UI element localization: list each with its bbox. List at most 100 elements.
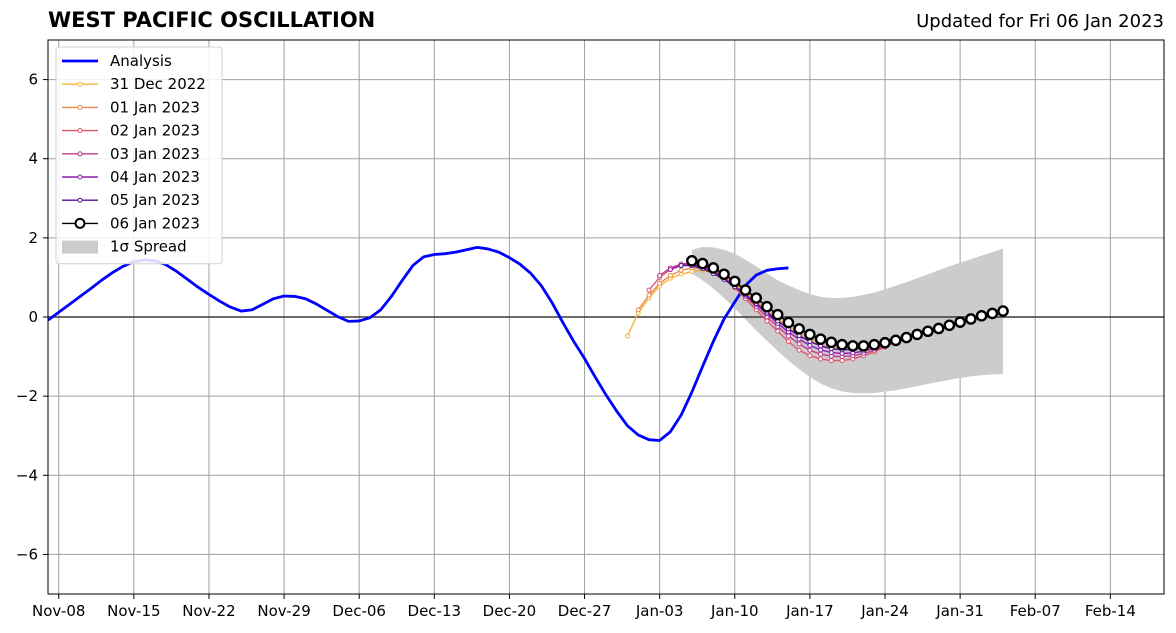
current-forecast-point bbox=[750, 292, 763, 304]
current-forecast-point bbox=[943, 319, 956, 332]
updated-date: Updated for Fri 06 Jan 2023 bbox=[916, 11, 1164, 32]
forecast-point bbox=[818, 347, 824, 353]
forecast-point bbox=[785, 333, 791, 339]
current-forecast-point bbox=[793, 323, 805, 335]
legend-box bbox=[55, 46, 223, 265]
spread-layer bbox=[691, 246, 1004, 394]
current-forecast-point bbox=[997, 305, 1009, 317]
current-forecast-point bbox=[889, 334, 902, 347]
x-tick-label: Nov-22 bbox=[182, 602, 235, 620]
current-forecast-point bbox=[922, 325, 934, 338]
forecast-point bbox=[646, 287, 652, 293]
legend-label: 02 Jan 2023 bbox=[110, 122, 200, 140]
x-tick-label: Nov-29 bbox=[257, 602, 310, 620]
x-tick-label: Jan-31 bbox=[935, 602, 984, 620]
forecast-point bbox=[678, 267, 684, 273]
current-forecast-point bbox=[771, 308, 784, 321]
current-forecast-point bbox=[932, 322, 945, 335]
forecast-point bbox=[764, 318, 770, 324]
forecast-point bbox=[807, 342, 813, 348]
current-forecast-point bbox=[718, 268, 730, 281]
x-tick-label: Nov-08 bbox=[32, 602, 85, 620]
forecast-point bbox=[635, 307, 641, 313]
y-tick-label: −6 bbox=[16, 545, 38, 563]
forecast-point bbox=[807, 353, 813, 359]
forecast-point bbox=[796, 347, 802, 353]
current-forecast-point bbox=[868, 338, 881, 351]
y-tick-label: −2 bbox=[16, 387, 38, 405]
current-forecast-point bbox=[986, 307, 999, 320]
current-forecast-point bbox=[728, 275, 741, 288]
legend-swatch-marker bbox=[77, 174, 83, 180]
forecast-point bbox=[818, 351, 824, 357]
x-tick-label: Dec-06 bbox=[332, 602, 386, 620]
current-forecast-point bbox=[847, 340, 859, 352]
forecast-point bbox=[646, 292, 652, 298]
forecast-point bbox=[667, 272, 673, 278]
forecast-point bbox=[678, 271, 684, 277]
forecast-point bbox=[657, 272, 663, 278]
forecast-point bbox=[839, 358, 845, 364]
legend-label: 31 Dec 2022 bbox=[110, 75, 206, 93]
legend-swatch-marker bbox=[74, 217, 86, 229]
current-forecast-point bbox=[965, 313, 977, 325]
y-tick-label: 4 bbox=[28, 150, 38, 168]
forecast-point bbox=[657, 280, 663, 286]
forecast-point bbox=[785, 339, 791, 345]
legend-swatch-marker bbox=[77, 151, 83, 157]
x-axis-ticks: Nov-08 Nov-15 Nov-22 Nov-29 Dec-06 Dec-13 Dec-… bbox=[32, 594, 1136, 620]
forecast-point bbox=[667, 267, 673, 273]
legend-swatch-marker bbox=[77, 104, 83, 110]
current-forecast-point bbox=[900, 331, 913, 344]
analysis-line bbox=[48, 245, 789, 442]
current-forecast-point bbox=[975, 310, 988, 322]
legend-label: 1σ Spread bbox=[110, 238, 187, 256]
legend-swatch-spread bbox=[62, 240, 98, 254]
forecast-point bbox=[678, 263, 684, 269]
spread-band bbox=[691, 246, 1004, 394]
current-forecast-point bbox=[857, 340, 870, 352]
x-tick-label: Feb-07 bbox=[1010, 602, 1061, 620]
legend-label: Analysis bbox=[110, 52, 172, 70]
current-forecast-point bbox=[814, 333, 827, 345]
current-forecast-point bbox=[739, 284, 752, 296]
x-tick-label: Dec-27 bbox=[558, 602, 612, 620]
forecast-point bbox=[796, 341, 802, 347]
legend-label: 05 Jan 2023 bbox=[110, 191, 200, 209]
y-tick-label: −4 bbox=[16, 466, 38, 484]
legend-label: 03 Jan 2023 bbox=[110, 145, 200, 163]
y-tick-label: 2 bbox=[28, 229, 38, 247]
current-forecast-point bbox=[686, 255, 698, 267]
current-forecast-point bbox=[836, 338, 848, 351]
current-forecast-point bbox=[707, 262, 720, 274]
x-tick-label: Dec-20 bbox=[483, 602, 537, 620]
current-forecast-point bbox=[782, 316, 795, 329]
legend-label: 04 Jan 2023 bbox=[110, 168, 200, 186]
y-tick-label: 6 bbox=[28, 71, 38, 89]
forecast-point bbox=[807, 347, 813, 353]
current-forecast-point bbox=[696, 257, 709, 270]
y-tick-label: 0 bbox=[28, 308, 38, 326]
current-forecast-point bbox=[804, 328, 816, 341]
forecast-point bbox=[828, 358, 834, 364]
forecast-point bbox=[775, 328, 781, 334]
forecast-point bbox=[818, 356, 824, 362]
current-forecast-point bbox=[825, 336, 838, 349]
legend-swatch-marker bbox=[77, 81, 83, 87]
forecast-point bbox=[624, 333, 630, 339]
x-tick-label: Dec-13 bbox=[408, 602, 462, 620]
current-forecast-point bbox=[911, 328, 923, 341]
legend-swatch-marker bbox=[77, 197, 83, 203]
x-tick-label: Nov-15 bbox=[107, 602, 160, 620]
chart-title: WEST PACIFIC OSCILLATION bbox=[48, 8, 376, 32]
x-tick-label: Jan-24 bbox=[860, 602, 909, 620]
forecast-point bbox=[828, 350, 834, 356]
legend-label: 01 Jan 2023 bbox=[110, 98, 200, 116]
legend-swatch-marker bbox=[77, 128, 83, 134]
series-layer bbox=[48, 245, 1009, 442]
legend-label: 06 Jan 2023 bbox=[110, 214, 200, 232]
y-axis-ticks: −6 −4 −2 0 2 4 6 bbox=[16, 71, 48, 563]
current-forecast-point bbox=[954, 316, 966, 328]
current-forecast-point bbox=[761, 300, 773, 313]
